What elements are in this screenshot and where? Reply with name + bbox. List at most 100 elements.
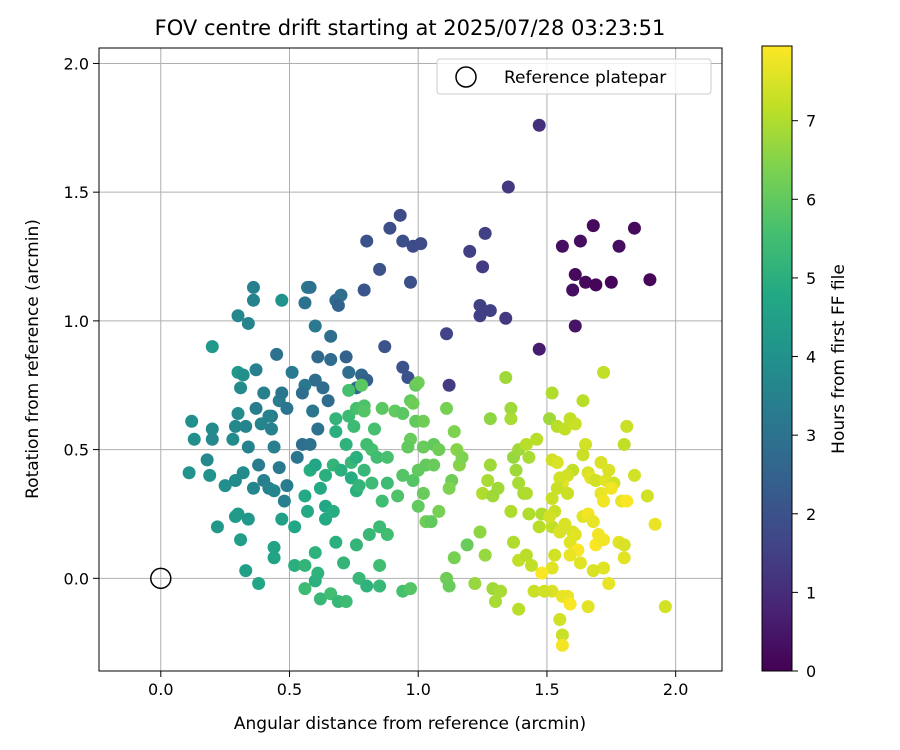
grid <box>99 48 722 671</box>
scatter-point <box>357 463 371 477</box>
scatter-point <box>455 450 469 464</box>
scatter-point <box>586 515 600 529</box>
scatter-point <box>231 507 245 521</box>
scatter-point <box>280 479 294 493</box>
x-axis-label: Angular distance from reference (arcmin) <box>234 714 586 734</box>
scatter-point <box>342 365 356 379</box>
scatter-point <box>275 512 289 526</box>
scatter-point <box>267 540 281 554</box>
scatter-point <box>597 494 611 508</box>
scatter-point <box>337 556 351 570</box>
scatter-point <box>550 455 564 469</box>
colorbar-tick-label: 2 <box>806 505 816 524</box>
scatter-point <box>355 378 369 392</box>
scatter-point <box>404 582 417 596</box>
scatter-point <box>380 450 394 464</box>
scatter-point <box>288 558 302 572</box>
scatter-point <box>298 582 312 596</box>
scatter-point <box>185 414 199 428</box>
scatter-point <box>203 468 217 482</box>
scatter-point <box>339 594 353 608</box>
scatter-point <box>249 401 263 415</box>
scatter-point <box>334 288 348 302</box>
scatter-point <box>262 409 276 423</box>
x-tick-label: 0.5 <box>277 680 302 699</box>
scatter-point <box>205 432 219 446</box>
scatter-point <box>602 576 616 590</box>
scatter-point <box>404 275 417 289</box>
legend: Reference platepar <box>436 58 712 95</box>
scatter-point <box>509 463 523 477</box>
scatter-point <box>252 458 266 472</box>
scatter-point <box>246 293 260 307</box>
scatter-point <box>442 481 456 495</box>
scatter-point <box>612 239 626 253</box>
colorbar-tick-label: 6 <box>806 190 816 209</box>
scatter-point <box>501 180 515 194</box>
scatter-point <box>414 237 428 251</box>
scatter-point <box>357 404 371 418</box>
scatter-point <box>373 262 387 276</box>
legend-box <box>436 58 712 95</box>
scatter-point <box>396 234 410 248</box>
scatter-point <box>602 463 616 477</box>
scatter-point <box>460 538 474 552</box>
scatter-point <box>555 628 569 642</box>
scatter-point <box>473 309 487 323</box>
plot-frame <box>98 47 723 672</box>
y-tick-label: 2.0 <box>64 54 89 73</box>
legend-marker-icon <box>455 66 477 88</box>
scatter-point <box>579 437 593 451</box>
scatter-point <box>617 437 631 451</box>
scatter-point <box>275 386 289 400</box>
scatter-point <box>643 273 657 287</box>
y-tick-label: 0.5 <box>64 441 89 460</box>
scatter-point <box>329 412 343 426</box>
scatter-point <box>326 504 340 518</box>
scatter-point <box>380 476 394 490</box>
scatter-point <box>331 298 345 312</box>
scatter-point <box>241 440 255 454</box>
scatter-point <box>473 525 487 539</box>
scatter-point <box>303 280 317 294</box>
scatter-point <box>491 481 505 495</box>
scatter-point <box>311 422 325 436</box>
scatter-point <box>558 422 572 436</box>
scatter-point <box>442 378 456 392</box>
scatter-point <box>494 584 508 598</box>
scatter-point <box>298 489 312 503</box>
scatter-point <box>568 319 582 333</box>
scatter-point <box>553 613 567 627</box>
scatter-point <box>311 350 325 364</box>
scatter-point <box>440 401 454 415</box>
scatter-point <box>285 365 299 379</box>
scatter-point <box>226 432 240 446</box>
scatter-point <box>236 368 250 382</box>
x-tick-label: 0.0 <box>148 680 173 699</box>
scatter-point <box>519 548 533 562</box>
scatter-point <box>499 311 513 325</box>
colorbar-tick-label: 7 <box>806 112 816 131</box>
scatter-point <box>277 494 291 508</box>
scatter-point <box>447 551 461 565</box>
colorbar-gradient <box>761 45 793 672</box>
scatter-point <box>519 486 533 500</box>
scatter-point <box>576 394 590 408</box>
scatter-point <box>334 463 348 477</box>
scatter-point <box>589 278 603 292</box>
scatter-point <box>365 476 379 490</box>
scatter-point <box>532 342 546 356</box>
scatter-point <box>620 494 634 508</box>
scatter-point <box>416 486 430 500</box>
scatter-point <box>396 407 410 421</box>
scatter-point <box>468 576 482 590</box>
legend-entry-label: Reference platepar <box>504 68 666 88</box>
scatter-point <box>522 507 536 521</box>
scatter-point <box>241 316 255 330</box>
scatter-point <box>228 419 242 433</box>
scatter-point <box>530 432 544 446</box>
reference-layer <box>150 567 172 590</box>
scatter-point <box>339 350 353 364</box>
scatter-point <box>545 386 559 400</box>
scatter-point <box>396 360 410 374</box>
